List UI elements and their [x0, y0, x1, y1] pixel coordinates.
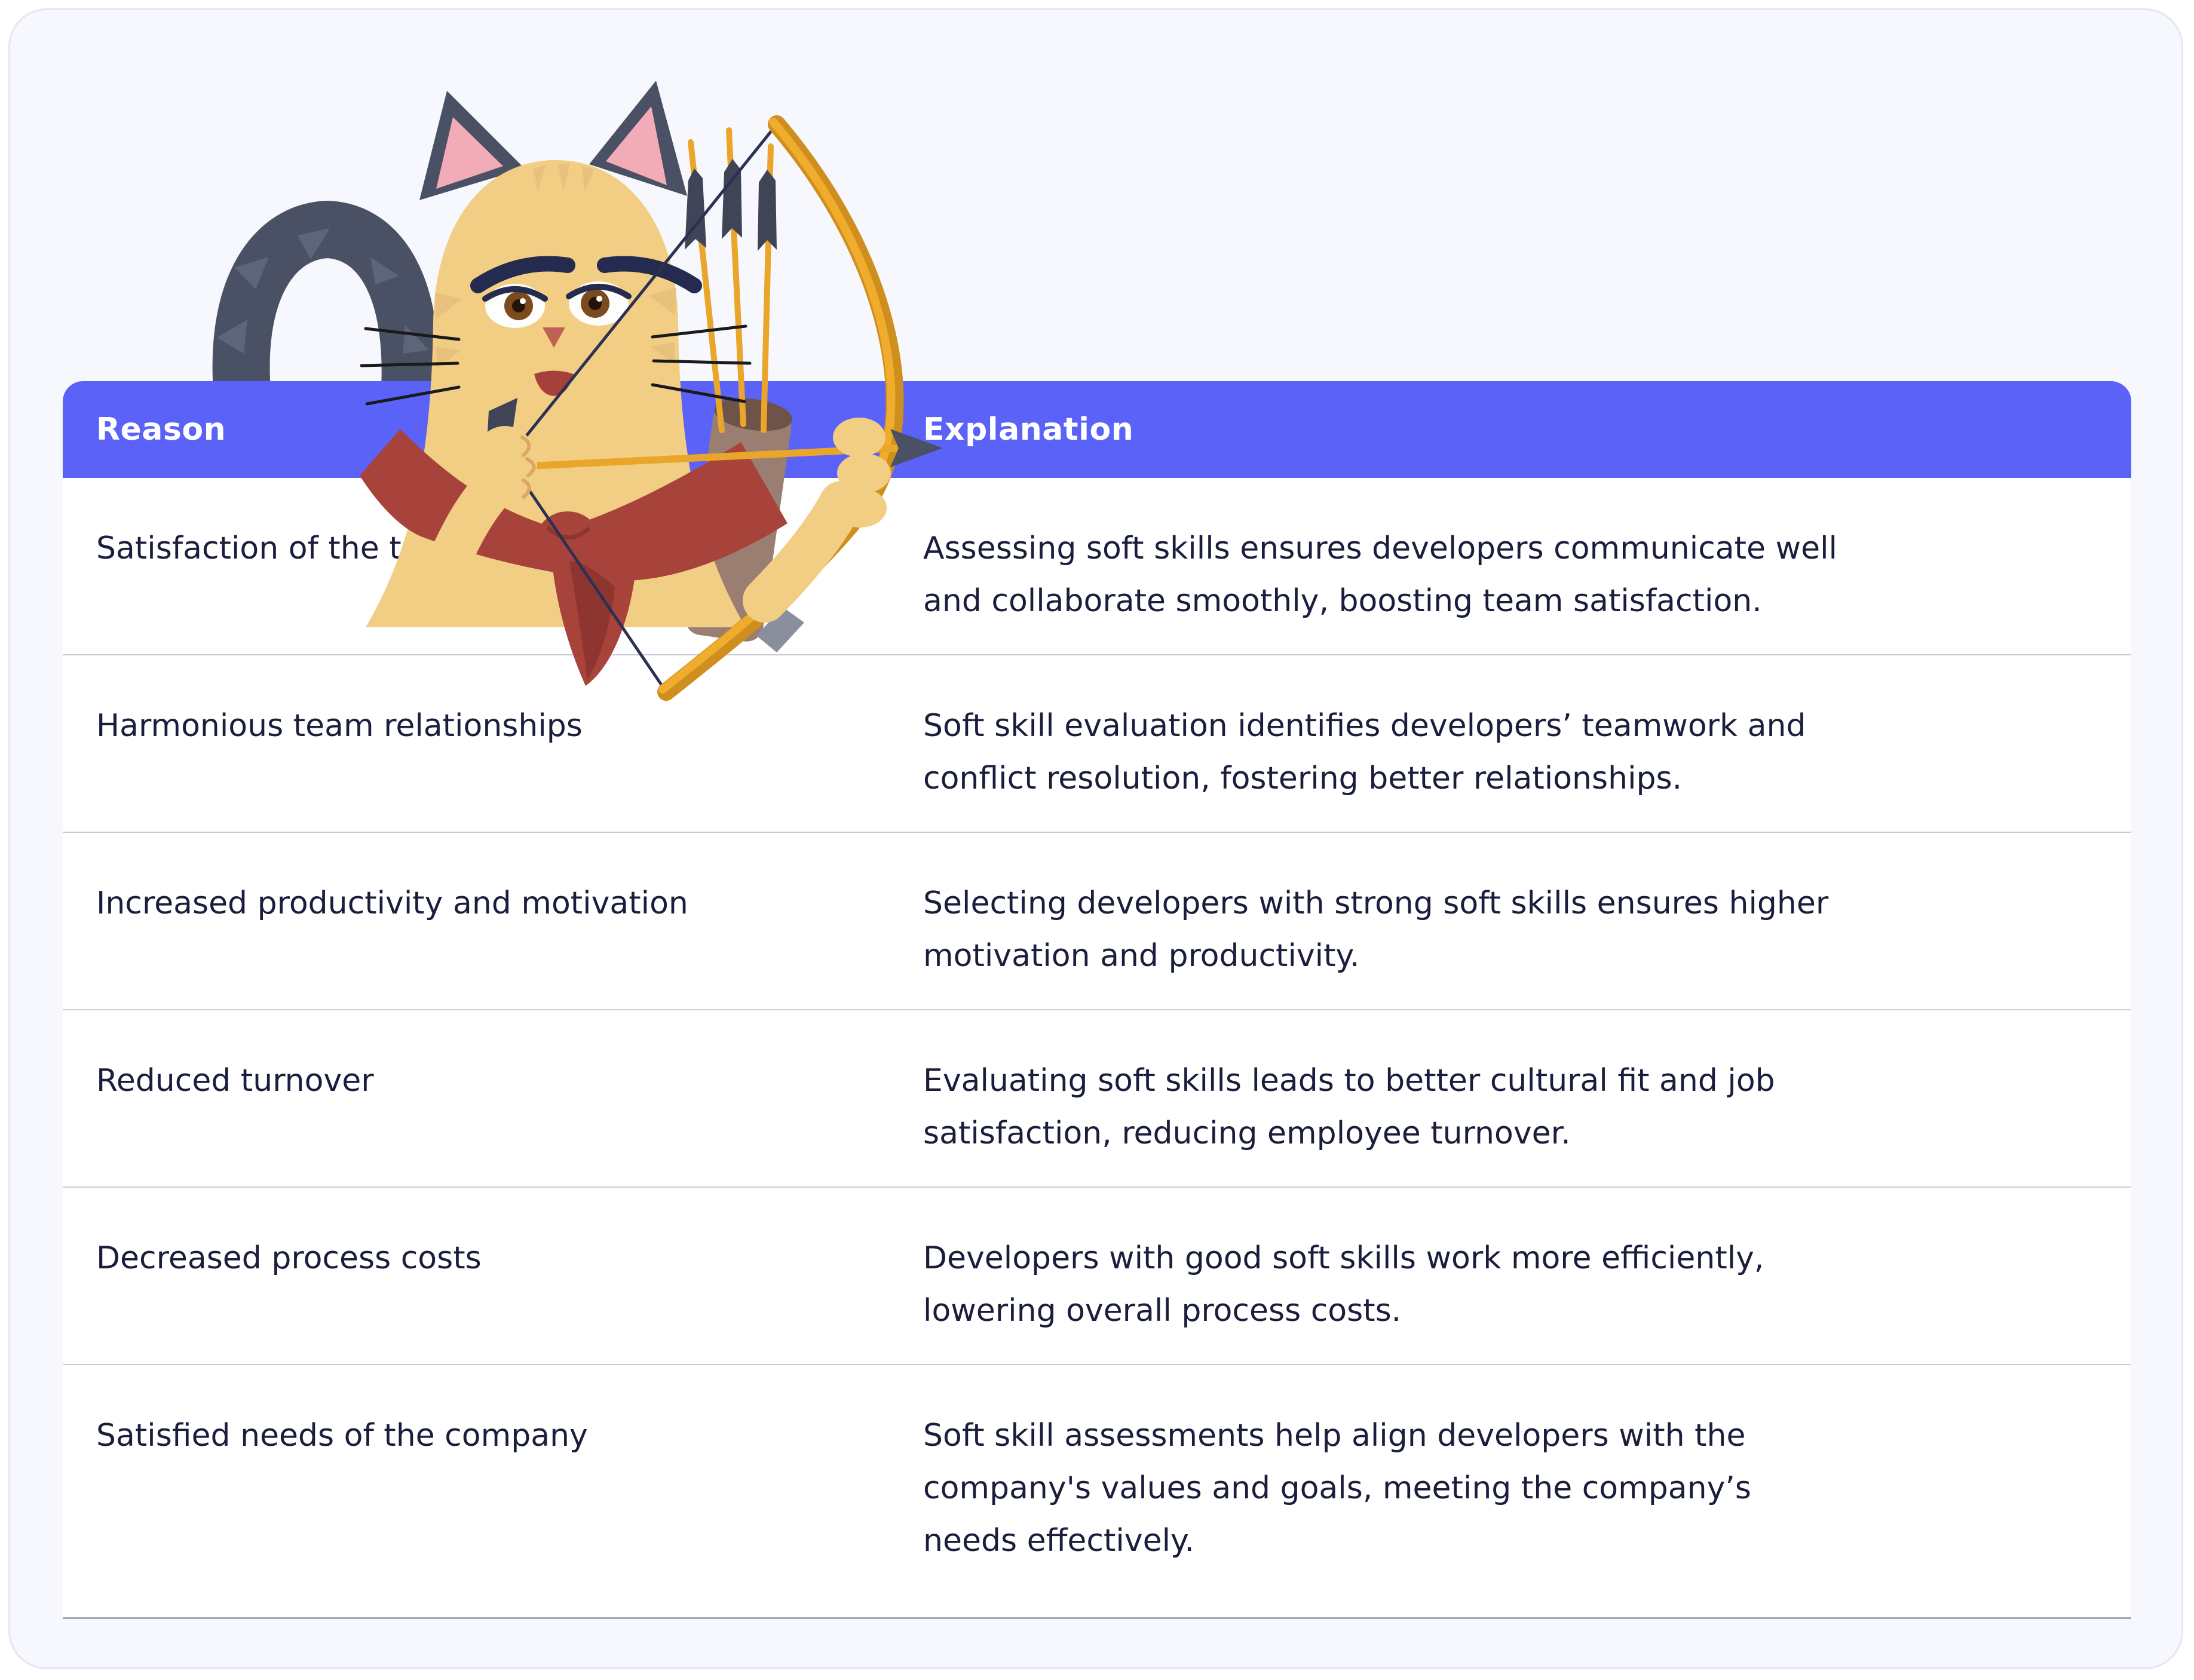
table-row: Reduced turnover Evaluating soft skills …	[63, 1010, 2131, 1188]
table-row: Increased productivity and motivation Se…	[63, 833, 2131, 1010]
table-row: Harmonious team relationships Soft skill…	[63, 655, 2131, 833]
reason-cell: Reduced turnover	[96, 1063, 374, 1099]
reason-cell: Satisfaction of the team	[96, 531, 470, 566]
reason-cell: Decreased process costs	[96, 1240, 482, 1276]
reasons-table: Reason Explanation Satisfaction of the t…	[63, 381, 2131, 1619]
reason-cell: Harmonious team relationships	[96, 708, 583, 744]
header-cell-explanation: Explanation	[923, 412, 1134, 447]
header-cell-reason: Reason	[96, 412, 226, 447]
explanation-cell: Evaluating soft skills leads to better c…	[923, 1063, 1775, 1151]
table-row: Satisfaction of the team Assessing soft …	[63, 478, 2131, 655]
table-row: Satisfied needs of the company Soft skil…	[63, 1365, 2131, 1617]
explanation-cell: Soft skill evaluation identifies develop…	[923, 708, 1806, 796]
table-row: Decreased process costs Developers with …	[63, 1188, 2131, 1365]
explanation-cell: Assessing soft skills ensures developers…	[923, 531, 1837, 619]
reason-cell: Satisfied needs of the company	[96, 1418, 588, 1454]
explanation-cell: Selecting developers with strong soft sk…	[923, 885, 1829, 974]
table-body: Satisfaction of the team Assessing soft …	[63, 478, 2131, 1619]
explanation-cell: Soft skill assessments help align develo…	[923, 1418, 1751, 1559]
reason-cell: Increased productivity and motivation	[96, 885, 688, 921]
explanation-cell: Developers with good soft skills work mo…	[923, 1240, 1764, 1329]
table-header: Reason Explanation	[63, 381, 2131, 478]
